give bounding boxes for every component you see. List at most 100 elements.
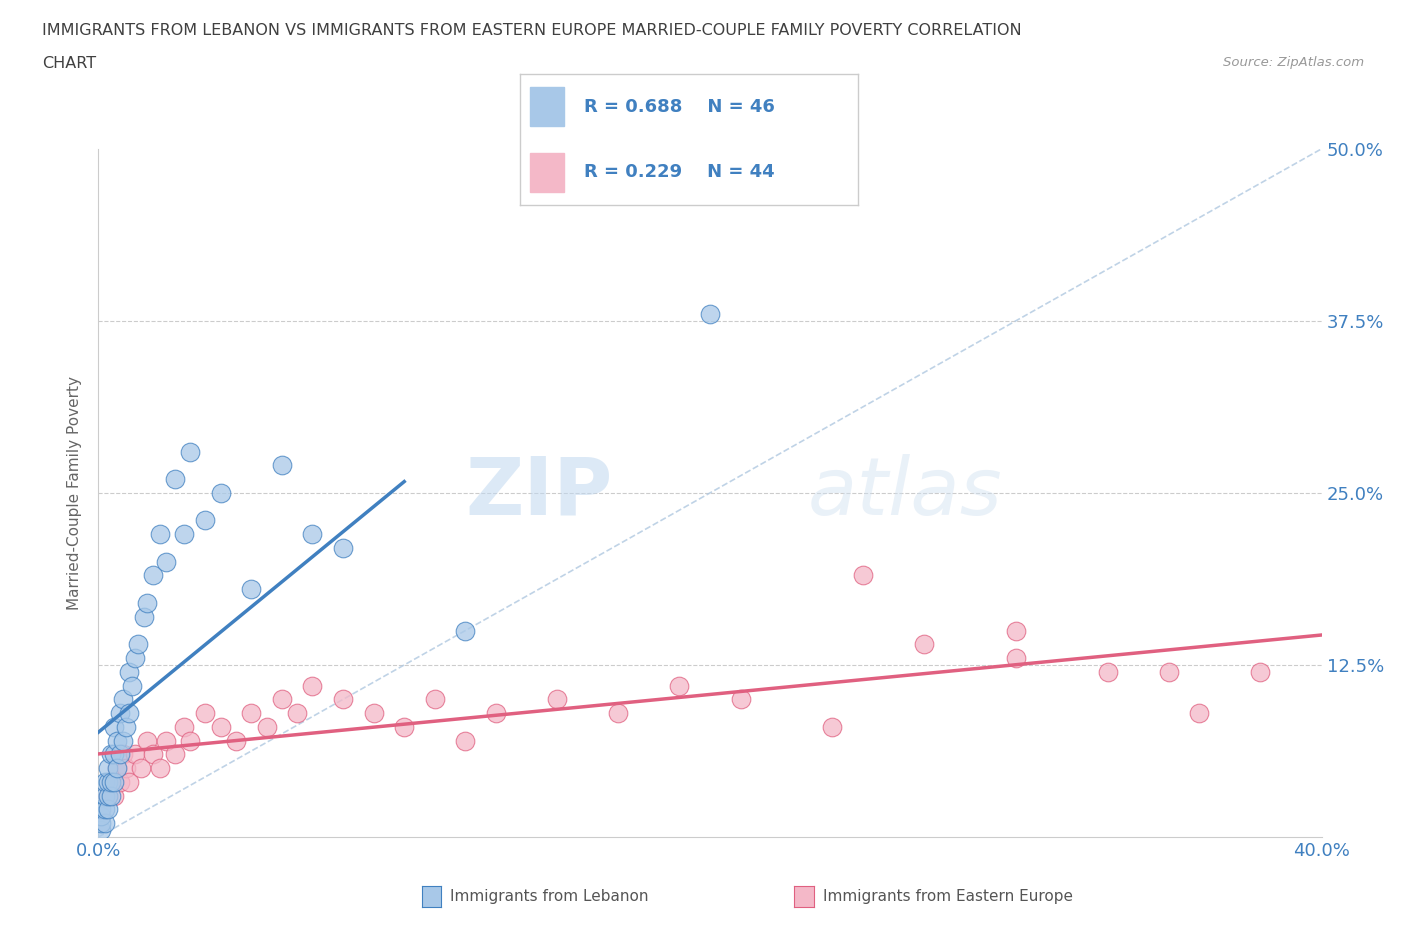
Point: [103, 747, 125, 762]
Point: [852, 568, 875, 583]
Point: [100, 775, 122, 790]
Point: [115, 720, 138, 735]
Point: [136, 595, 159, 610]
Point: [127, 637, 149, 652]
Point: [100, 747, 122, 762]
Text: CHART: CHART: [42, 56, 96, 71]
Point: [332, 540, 354, 555]
Point: [108, 747, 131, 762]
Point: [124, 747, 146, 762]
Point: [97, 789, 120, 804]
Point: [256, 720, 278, 735]
Point: [821, 720, 844, 735]
Point: [105, 761, 128, 776]
Point: [93, 775, 115, 790]
Point: [111, 733, 134, 748]
Point: [100, 775, 122, 790]
Point: [90, 823, 112, 838]
Point: [124, 651, 146, 666]
Point: [149, 526, 172, 541]
Point: [270, 458, 292, 472]
Point: [118, 706, 141, 721]
Point: [118, 664, 141, 679]
Point: [607, 706, 630, 721]
Point: [118, 775, 141, 790]
Text: IMMIGRANTS FROM LEBANON VS IMMIGRANTS FROM EASTERN EUROPE MARRIED-COUPLE FAMILY : IMMIGRANTS FROM LEBANON VS IMMIGRANTS FR…: [42, 23, 1022, 38]
Point: [105, 761, 128, 776]
Text: Immigrants from Lebanon: Immigrants from Lebanon: [450, 889, 648, 904]
Point: [97, 789, 120, 804]
Point: [179, 733, 201, 748]
Point: [1188, 706, 1211, 721]
Point: [163, 747, 186, 762]
Point: [163, 472, 186, 486]
Point: [103, 775, 125, 790]
Point: [240, 582, 263, 597]
Point: [115, 761, 138, 776]
Point: [136, 733, 159, 748]
Point: [90, 809, 112, 824]
Point: [149, 761, 172, 776]
Point: [730, 692, 752, 707]
Point: [111, 692, 134, 707]
Point: [111, 747, 134, 762]
Point: [142, 747, 165, 762]
Y-axis label: Married-Couple Family Poverty: Married-Couple Family Poverty: [67, 376, 83, 610]
Point: [108, 775, 131, 790]
Point: [97, 802, 120, 817]
Point: [100, 789, 122, 804]
Point: [121, 678, 143, 693]
Point: [546, 692, 568, 707]
Point: [209, 485, 232, 500]
Point: [134, 609, 156, 624]
Point: [90, 802, 112, 817]
Point: [485, 706, 508, 721]
Point: [668, 678, 690, 693]
Point: [454, 733, 477, 748]
Point: [301, 678, 323, 693]
Point: [1004, 623, 1026, 638]
Point: [90, 816, 112, 830]
Point: [285, 706, 308, 721]
Point: [194, 513, 217, 528]
Point: [129, 761, 152, 776]
Point: [108, 706, 131, 721]
Point: [1157, 664, 1180, 679]
Point: [225, 733, 247, 748]
Point: [179, 445, 201, 459]
Point: [1004, 651, 1026, 666]
Point: [97, 775, 120, 790]
Point: [699, 307, 721, 322]
Point: [173, 720, 195, 735]
Point: [270, 692, 292, 707]
Point: [93, 816, 115, 830]
Point: [301, 526, 323, 541]
Bar: [530, 87, 564, 126]
Point: [363, 706, 385, 721]
Point: [392, 720, 416, 735]
Point: [103, 720, 125, 735]
Point: [93, 789, 115, 804]
Point: [194, 706, 217, 721]
Point: [423, 692, 446, 707]
Text: R = 0.229    N = 44: R = 0.229 N = 44: [585, 163, 775, 181]
Text: ZIP: ZIP: [465, 454, 612, 532]
Text: R = 0.688    N = 46: R = 0.688 N = 46: [585, 98, 775, 116]
Point: [105, 733, 128, 748]
Point: [332, 692, 354, 707]
Point: [1249, 664, 1271, 679]
Point: [454, 623, 477, 638]
Bar: [530, 153, 564, 192]
Point: [155, 554, 177, 569]
Point: [209, 720, 232, 735]
Point: [173, 526, 195, 541]
Point: [97, 761, 120, 776]
Point: [103, 789, 125, 804]
Point: [912, 637, 935, 652]
Point: [155, 733, 177, 748]
Point: [93, 802, 115, 817]
Text: Immigrants from Eastern Europe: Immigrants from Eastern Europe: [823, 889, 1073, 904]
Point: [142, 568, 165, 583]
Point: [240, 706, 263, 721]
Text: atlas: atlas: [808, 454, 1002, 532]
